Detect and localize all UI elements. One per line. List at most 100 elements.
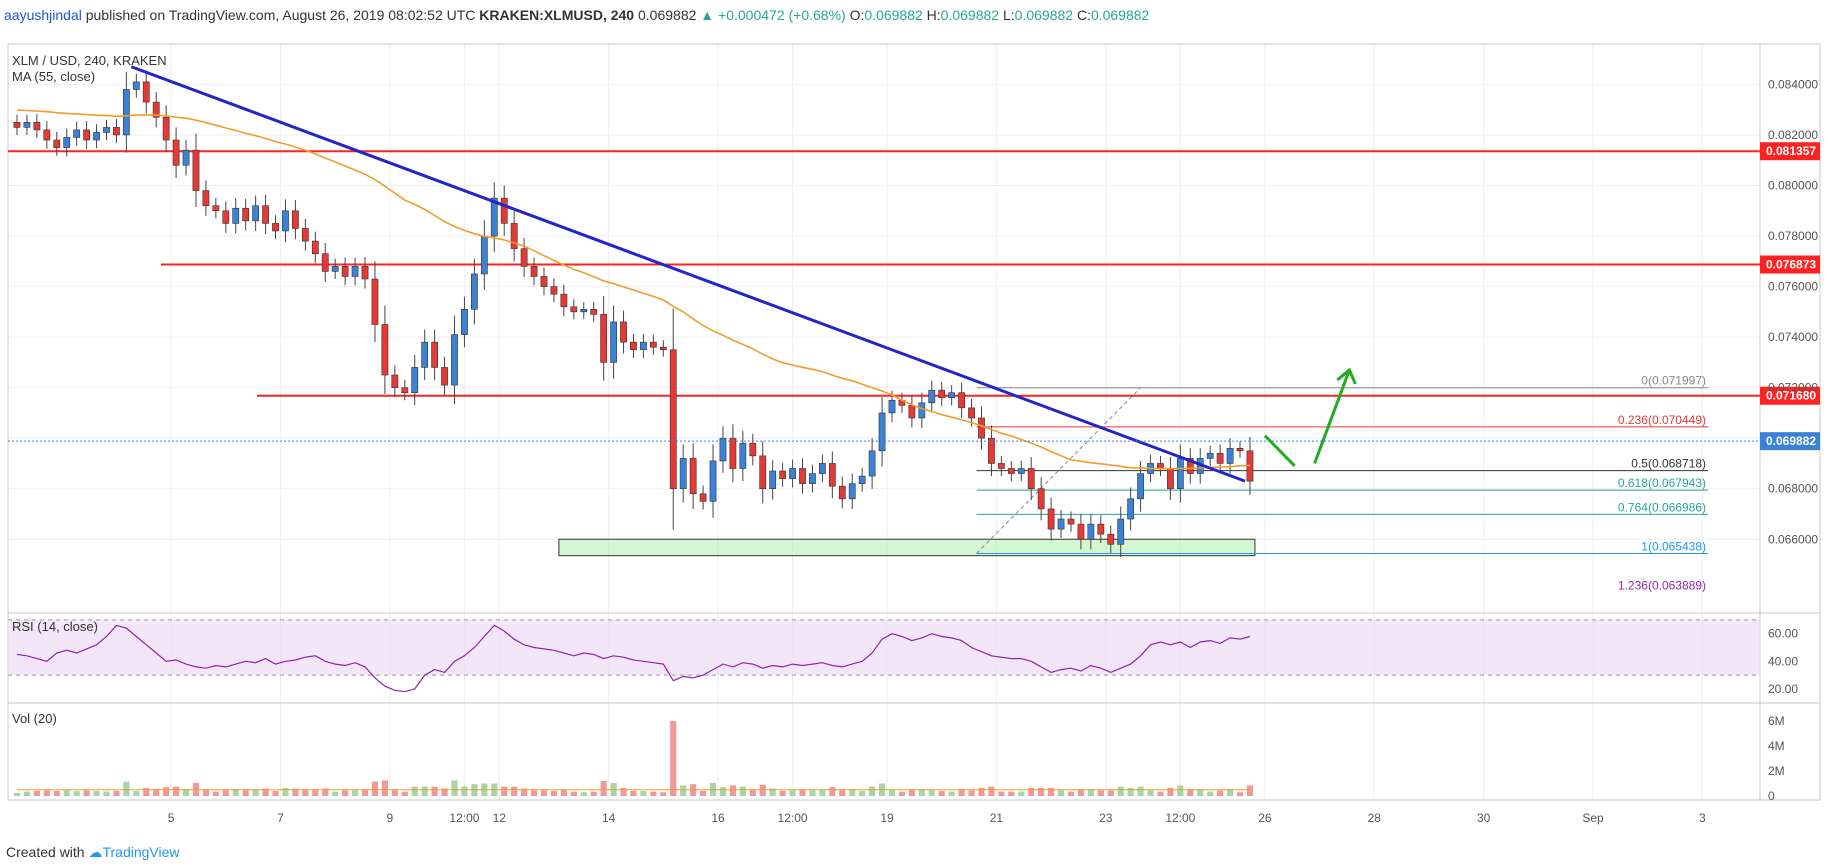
up-arrow-annotation	[1313, 369, 1351, 464]
candle-body	[1206, 453, 1214, 459]
candle-body	[709, 460, 717, 502]
candle-body	[659, 346, 667, 351]
volume-bar	[1008, 791, 1015, 796]
candle-body	[351, 266, 359, 277]
volume-bar	[888, 789, 896, 796]
time-tick-label: 23	[1099, 811, 1113, 825]
candle-body	[152, 101, 160, 118]
candle-body	[172, 139, 180, 166]
candle-body	[888, 399, 896, 414]
volume-bar	[719, 787, 727, 796]
volume-bar	[550, 791, 558, 796]
price-tick-label: 0.074000	[1768, 330, 1818, 344]
candle-body	[292, 210, 299, 229]
time-tick-label: 12	[493, 811, 507, 825]
volume-bar	[749, 789, 756, 796]
volume-bar	[1018, 791, 1025, 796]
high-value: 0.069882	[940, 7, 1000, 23]
candle-body	[878, 412, 886, 452]
volume-bar	[600, 781, 607, 796]
volume-bar	[272, 791, 279, 796]
volume-bar	[302, 789, 309, 796]
candle-body	[580, 309, 588, 313]
ma-55-line	[16, 109, 1251, 470]
resistance-lines: 0.081357 0.076873 0.071680	[8, 142, 1820, 405]
candle-body	[461, 309, 468, 335]
candle-body	[311, 240, 319, 255]
volume-bar	[242, 789, 249, 796]
time-tick-label: 12:00	[778, 811, 808, 825]
volume-tick-label: 4M	[1768, 739, 1785, 753]
volume-bar	[143, 787, 150, 796]
time-axis: 5 7 9 12:00 12 14 16 12:00 19 21 23 12:00 26 28 30 Sep 3	[168, 811, 1706, 825]
candle-body	[1157, 463, 1164, 469]
volume-bar	[1117, 786, 1124, 796]
volume-bar	[461, 786, 468, 796]
candle-body	[590, 309, 598, 315]
volume-bar	[83, 790, 90, 796]
candle-body	[122, 89, 130, 136]
candle-body	[182, 149, 190, 166]
candle-body	[222, 210, 230, 224]
candle-body	[819, 463, 826, 474]
symbol-text: KRAKEN:XLMUSD, 240	[479, 7, 635, 23]
volume-bar	[232, 789, 239, 796]
candle-body	[948, 392, 956, 399]
volume-bar	[908, 789, 915, 796]
candle-body	[301, 228, 309, 242]
candle-body	[938, 389, 946, 399]
time-tick-label: 19	[880, 811, 894, 825]
price-tick-label: 0.066000	[1768, 532, 1818, 546]
price-tick-label: 0.078000	[1768, 229, 1818, 243]
volume-bar	[680, 785, 687, 796]
volume-bar	[918, 789, 925, 796]
candle-body	[997, 463, 1005, 469]
volume-bar	[13, 792, 21, 796]
candle-body	[132, 81, 140, 90]
volume-bar	[640, 791, 647, 796]
candle-body	[789, 468, 796, 479]
fib-level-label: 1.236(0.063889)	[1618, 579, 1706, 593]
volume-bar	[660, 792, 667, 796]
fib-anchor-line	[976, 387, 1141, 554]
candle-body	[649, 341, 657, 348]
volume-bar	[1157, 791, 1164, 796]
up-triangle-icon: ▲	[700, 7, 715, 23]
resistance-label: 0.081357	[1766, 144, 1816, 158]
author-link[interactable]: aayushjindal	[4, 7, 82, 23]
time-tick-label: 5	[168, 811, 175, 825]
tradingview-brand[interactable]: TradingView	[102, 844, 180, 860]
volume-bar	[1177, 785, 1184, 796]
candle-body	[1067, 518, 1075, 525]
rsi-tick-label: 40.00	[1768, 654, 1798, 668]
low-value: 0.069882	[1014, 7, 1074, 23]
open-label: O:	[849, 7, 865, 23]
volume-bar	[501, 786, 508, 796]
candle-body	[162, 116, 170, 141]
volume-bar	[869, 786, 876, 796]
tradingview-logo-icon: ☁	[88, 844, 103, 860]
created-with-text: Created with	[6, 844, 85, 860]
candle-body	[1186, 458, 1194, 474]
time-tick-label: 9	[387, 811, 394, 825]
volume-bar	[1137, 786, 1144, 796]
volume-bar	[789, 790, 796, 796]
fib-retracement: 0(0.071997) 0.236(0.070449) 0.5(0.068718) 0…	[976, 374, 1708, 593]
candle-body	[968, 407, 975, 419]
time-tick-label: 7	[277, 811, 284, 825]
time-tick-label: 12:00	[449, 811, 479, 825]
time-tick-label: 14	[602, 811, 616, 825]
candle-body	[809, 473, 816, 484]
candle-body	[202, 190, 210, 207]
candle-body	[391, 374, 399, 388]
volume-bar	[809, 790, 816, 796]
time-tick-label: Sep	[1582, 811, 1604, 825]
volume-indicator-label: Vol (20)	[12, 711, 57, 726]
candle-body	[83, 129, 90, 141]
candle-body	[828, 463, 836, 487]
time-tick-label: 12:00	[1165, 811, 1195, 825]
candle-body	[212, 205, 220, 212]
volume-bar	[421, 786, 428, 796]
footer: Created with ☁TradingView	[6, 840, 180, 864]
